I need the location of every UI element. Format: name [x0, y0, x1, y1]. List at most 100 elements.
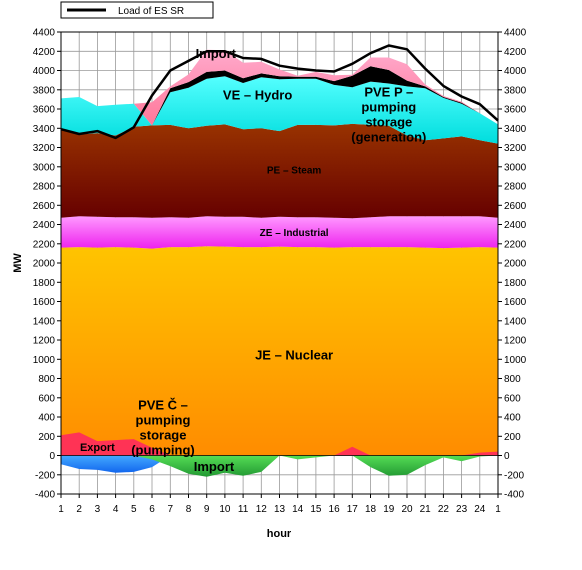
- annotation-line: JE – Nuclear: [255, 347, 333, 362]
- annotation-line: ZE – Industrial: [260, 228, 329, 239]
- area-je-nuclear: [61, 246, 498, 456]
- y-tick-label-left: 3800: [33, 85, 56, 96]
- y-tick-label-left: -400: [35, 490, 55, 501]
- annotation-pve-pumping-storage-pumping: PVE Č – pumping storage (pumping): [131, 397, 195, 457]
- y-tick-label-right: 3400: [504, 124, 527, 135]
- y-tick-label-right: 4200: [504, 47, 527, 58]
- negative-areas: [61, 455, 498, 477]
- y-tick-label-left: 2800: [33, 182, 56, 193]
- y-tick-label-left: 200: [38, 432, 55, 443]
- y-tick-label-right: 2000: [504, 259, 527, 270]
- annotation-ve-hydro: VE – Hydro: [223, 87, 292, 102]
- stacked-areas: [61, 49, 498, 456]
- area-pve-p-pumping-storage-generation: [61, 66, 498, 126]
- y-tick-label-left: 2400: [33, 220, 56, 231]
- y-tick-label-right: 3800: [504, 85, 527, 96]
- area-ve-hydro: [61, 76, 498, 144]
- annotation-ze-industrial: ZE – Industrial: [260, 228, 329, 239]
- x-tick-label: 4: [113, 504, 119, 515]
- area-import: [61, 49, 498, 126]
- x-tick-label: 10: [219, 504, 231, 515]
- annotation-line: PVE Č –: [138, 397, 188, 412]
- y-tick-label-left: -200: [35, 470, 55, 481]
- y-tick-label-right: 2400: [504, 220, 527, 231]
- y-tick-label-right: 2800: [504, 182, 527, 193]
- annotation-line: PE – Steam: [267, 166, 322, 177]
- y-tick-label-right: 4400: [504, 28, 527, 39]
- y-tick-label-left: 2600: [33, 201, 56, 212]
- x-tick-label: 17: [347, 504, 359, 515]
- y-tick-label-left: 4000: [33, 66, 56, 77]
- x-tick-label: 20: [401, 504, 413, 515]
- y-tick-label-left: 1200: [33, 336, 56, 347]
- x-tick-label: 9: [204, 504, 210, 515]
- y-tick-label-right: 1400: [504, 316, 527, 327]
- annotation-line: (pumping): [131, 442, 195, 457]
- annotation-pve-p-pumping-storage-generation: PVE P – pumping storage (generation): [351, 85, 426, 145]
- area-pe-steam: [61, 123, 498, 219]
- y-tick-label-right: 400: [504, 413, 521, 424]
- y-tick-label-right: 200: [504, 432, 521, 443]
- legend: Load of ES SR: [60, 1, 214, 19]
- y-tick-label-right: 600: [504, 393, 521, 404]
- x-tick-label: 8: [186, 504, 192, 515]
- y-tick-label-right: 3200: [504, 143, 527, 154]
- y-tick-label-left: 3400: [33, 124, 56, 135]
- axis-ticks: -400 -400 -200 -200 0 0 200 200 400 400 600 600 800 8…: [33, 28, 527, 516]
- y-tick-label-right: 1600: [504, 297, 527, 308]
- y-axis-title: MW: [12, 253, 24, 273]
- annotation-line: pumping: [136, 412, 191, 427]
- annotation-export: Export: [80, 442, 115, 454]
- x-tick-label: 7: [168, 504, 174, 515]
- x-tick-label: 6: [149, 504, 155, 515]
- x-tick-label: 16: [329, 504, 341, 515]
- y-tick-label-left: 3200: [33, 143, 56, 154]
- y-tick-label-left: 3000: [33, 162, 56, 173]
- annotation-je-nuclear: JE – Nuclear: [255, 347, 333, 362]
- x-tick-label: 1: [58, 504, 64, 515]
- y-tick-label-left: 1800: [33, 278, 56, 289]
- x-tick-label: 21: [420, 504, 432, 515]
- x-tick-label: 15: [310, 504, 322, 515]
- y-tick-label-left: 1600: [33, 297, 56, 308]
- area-ze-industrial: [61, 216, 498, 249]
- annotation-line: Export: [80, 442, 115, 454]
- legend-entry: Load of ES SR: [118, 6, 184, 17]
- y-tick-label-right: 3000: [504, 162, 527, 173]
- y-tick-label-right: 1000: [504, 355, 527, 366]
- x-tick-label: 12: [256, 504, 268, 515]
- y-tick-label-left: 4200: [33, 47, 56, 58]
- y-tick-label-left: 600: [38, 393, 55, 404]
- y-tick-label-right: 1200: [504, 336, 527, 347]
- x-tick-label: 19: [383, 504, 395, 515]
- y-tick-label-left: 0: [49, 451, 55, 462]
- y-tick-label-right: 1800: [504, 278, 527, 289]
- y-tick-label-left: 2200: [33, 239, 56, 250]
- area-pve-pumping-storage-pumping: [61, 432, 498, 456]
- annotation-line: storage: [365, 115, 412, 130]
- x-tick-label: 11: [238, 504, 249, 515]
- load-line-group: [60, 44, 499, 140]
- y-tick-label-left: 2000: [33, 259, 56, 270]
- y-tick-label-right: 4000: [504, 66, 527, 77]
- x-tick-label: 23: [456, 504, 468, 515]
- y-tick-label-left: 3600: [33, 105, 56, 116]
- legend-box: [60, 1, 214, 19]
- x-tick-label: 22: [438, 504, 450, 515]
- y-tick-label-left: 400: [38, 413, 55, 424]
- annotation-line: pumping: [361, 100, 416, 115]
- load-line: [60, 44, 499, 140]
- y-tick-label-left: 4400: [33, 28, 56, 39]
- annotation-line: VE – Hydro: [223, 87, 292, 102]
- x-tick-label: 18: [365, 504, 377, 515]
- area-negative-import: [61, 455, 498, 477]
- x-tick-label: 3: [95, 504, 101, 515]
- y-tick-label-left: 1400: [33, 316, 56, 327]
- y-tick-label-right: -200: [504, 470, 524, 481]
- y-tick-label-right: 0: [504, 451, 510, 462]
- annotation-line: storage: [140, 427, 187, 442]
- y-tick-label-right: -400: [504, 490, 524, 501]
- y-tick-label-left: 800: [38, 374, 55, 385]
